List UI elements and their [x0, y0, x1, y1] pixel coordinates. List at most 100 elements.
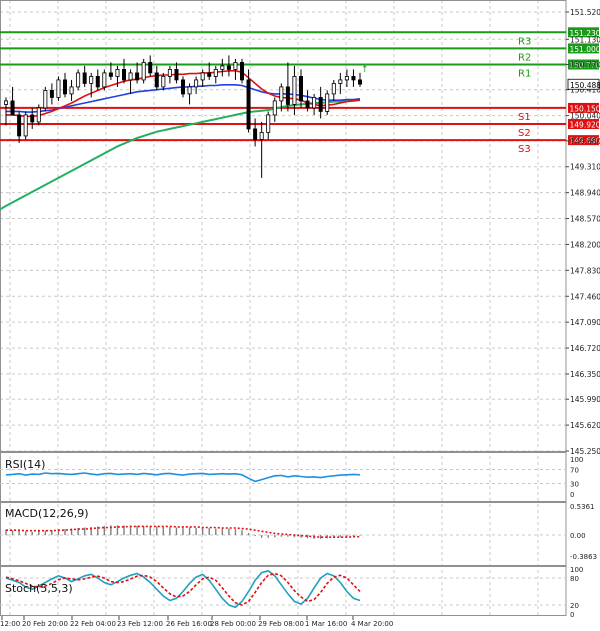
candle-bear	[285, 86, 290, 105]
candle-bull	[220, 65, 225, 70]
candle-bull	[43, 90, 48, 109]
level-price-tag-s3	[568, 135, 599, 146]
panel-frame	[0, 566, 567, 616]
stoch-tick-label: 100	[570, 566, 583, 574]
level-name-s2: S2	[518, 128, 531, 139]
candle-bull	[279, 86, 284, 102]
last-price-text: 150.488	[570, 81, 600, 90]
rsi-tick-label: 30	[570, 481, 579, 489]
time-tick-label: 4 Mar 20:00	[351, 620, 393, 628]
candle-bull	[292, 76, 297, 105]
candle-bear	[357, 79, 362, 85]
candle-bear	[174, 69, 179, 81]
candle-bull	[338, 79, 343, 84]
price-tick-label: 147.090	[570, 318, 600, 327]
level-price-text-s2: 149.920	[570, 121, 600, 130]
level-name-r1: R1	[518, 69, 531, 80]
macd-signal-line	[6, 525, 360, 539]
candle-bear	[49, 90, 54, 98]
price-tick-label: 148.940	[570, 189, 600, 198]
time-tick-label: 29 Feb 08:00	[258, 620, 304, 628]
support-resistance-layer	[0, 31, 566, 142]
rsi-line	[5, 472, 361, 483]
price-tick-label: 146.720	[570, 344, 600, 353]
rsi-panel: RSI(14)	[0, 458, 566, 484]
candle-bear	[95, 76, 100, 88]
price-tick-label: 147.460	[570, 292, 600, 301]
candle-bear	[30, 114, 35, 123]
macd-panel: MACD(12,26,9)	[0, 507, 566, 539]
price-tick-label: 150.040	[570, 112, 600, 121]
price-tick-label: 145.990	[570, 395, 600, 404]
candle-bear	[154, 72, 159, 88]
level-name-s3: S3	[518, 144, 531, 155]
candle-bull	[76, 72, 81, 88]
level-price-text-r3: 151.230	[570, 29, 600, 38]
time-tick-label: 26 Feb 16:00	[166, 620, 212, 628]
candle-bear	[148, 62, 153, 74]
panel-frame	[0, 0, 567, 452]
price-tick-label: 145.250	[570, 447, 600, 456]
candle-bull	[187, 86, 192, 95]
price-tick-label: 147.830	[570, 266, 600, 275]
candle-bull	[23, 114, 28, 137]
candle-bear	[239, 62, 244, 81]
macd-tick-label: -0.3863	[570, 553, 597, 561]
level-name-s1: S1	[518, 112, 531, 123]
stoch-tick-label: 80	[570, 575, 579, 583]
candle-bull	[312, 97, 317, 109]
candles-layer	[4, 55, 362, 178]
candle-bull	[331, 83, 336, 95]
ma-green-line	[0, 98, 361, 211]
stoch-tick-label: 20	[570, 602, 579, 610]
candle-bull	[167, 69, 172, 77]
level-price-tag-r3	[568, 27, 599, 38]
stoch-tick-label: 0	[570, 611, 574, 619]
rsi-label: RSI(14)	[5, 458, 45, 471]
time-tick-label: 22 Feb 04:00	[70, 620, 116, 628]
candle-bear	[108, 72, 113, 77]
time-tick-label: 20 Feb 20:00	[22, 620, 68, 628]
grid-layer	[0, 0, 567, 616]
macd-tick-label: 0.5361	[570, 503, 595, 511]
candle-bull	[259, 132, 264, 140]
level-price-tag-r2	[568, 43, 599, 54]
time-tick-label: 1 Mar 16:00	[305, 620, 347, 628]
price-tick-label: 149.680	[570, 137, 600, 146]
candle-bull	[272, 100, 277, 116]
candle-bull	[4, 100, 9, 105]
stoch-label: Stoch(5,5,3)	[5, 582, 73, 595]
candle-bull	[36, 107, 41, 123]
level-price-text-r2: 151.000	[570, 45, 600, 54]
candle-bull	[325, 93, 330, 112]
level-price-text-r1: 150.770	[570, 61, 600, 70]
candle-bear	[207, 72, 212, 77]
stochastic-panel: Stoch(5,5,3)	[0, 569, 566, 609]
level-price-text-s3: 149.690	[570, 137, 600, 146]
candle-bear	[246, 79, 251, 130]
price-tick-label: 148.570	[570, 215, 600, 224]
candle-bear	[135, 72, 140, 81]
price-tick-label: 150.410	[570, 86, 600, 95]
price-tick-label: 149.310	[570, 163, 600, 172]
panel-frame	[0, 452, 567, 502]
price-tick-label: 148.200	[570, 240, 600, 249]
price-tick-label: 151.520	[570, 8, 600, 17]
time-tick-label: 12:00	[0, 620, 20, 628]
price-tick-label: 145.620	[570, 421, 600, 430]
last-price-tag	[567, 78, 600, 90]
candle-bear	[351, 76, 356, 81]
candle-bear	[305, 100, 310, 109]
candle-bear	[82, 72, 87, 84]
candle-bull	[266, 114, 271, 133]
price-tick-label: 151.130	[570, 35, 600, 44]
candle-bear	[122, 69, 127, 81]
candle-bear	[180, 79, 185, 95]
candle-bull	[69, 86, 74, 95]
candle-bear	[318, 97, 323, 112]
macd-label: MACD(12,26,9)	[5, 507, 89, 520]
candle-bull	[194, 79, 199, 88]
stoch-d-line	[5, 572, 361, 606]
candle-bull	[141, 62, 146, 81]
